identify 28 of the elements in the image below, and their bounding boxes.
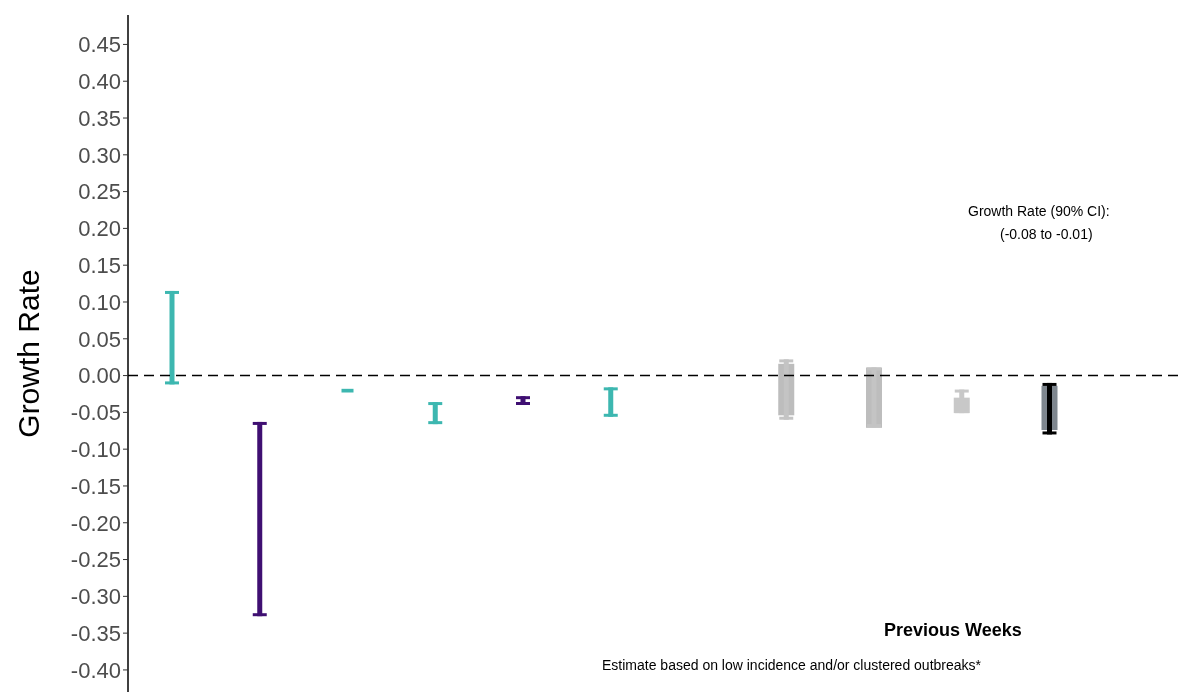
- y-tick-label: 0.05: [78, 326, 121, 352]
- annotation: (-0.08 to -0.01): [1000, 226, 1093, 242]
- bar: [169, 290, 175, 385]
- bar: [257, 421, 263, 617]
- y-tick-label: 0.40: [78, 69, 121, 95]
- y-tick-label: -0.30: [70, 584, 121, 610]
- y-tick-label: 0.20: [78, 216, 121, 242]
- y-tick-label: 0.30: [78, 142, 121, 168]
- y-tick-label: 0.45: [78, 32, 121, 58]
- y-tick-label: -0.10: [70, 436, 121, 462]
- y-tick-label: 0.25: [78, 179, 121, 205]
- y-tick-label: -0.35: [70, 620, 121, 646]
- bar: [432, 402, 438, 425]
- y-tick-label: 0.35: [78, 105, 121, 131]
- bar: [608, 387, 614, 417]
- y-tick-label: -0.05: [70, 400, 121, 426]
- y-tick-label: -0.20: [70, 510, 121, 536]
- annotation: Estimate based on low incidence and/or clustered outbreaks*: [602, 657, 981, 673]
- annotation: Growth Rate (90% CI):: [968, 203, 1110, 219]
- y-tick-label: -0.15: [70, 473, 121, 499]
- y-tick-label: 0.15: [78, 253, 121, 279]
- bar: [1047, 382, 1052, 435]
- annotation: Previous Weeks: [884, 620, 1022, 641]
- y-tick-label: 0.00: [78, 363, 121, 389]
- y-axis-title: Growth Rate: [11, 269, 45, 438]
- y-tick-label: -0.25: [70, 547, 121, 573]
- y-tick-label: 0.10: [78, 289, 121, 315]
- y-tick-label: -0.40: [70, 657, 121, 683]
